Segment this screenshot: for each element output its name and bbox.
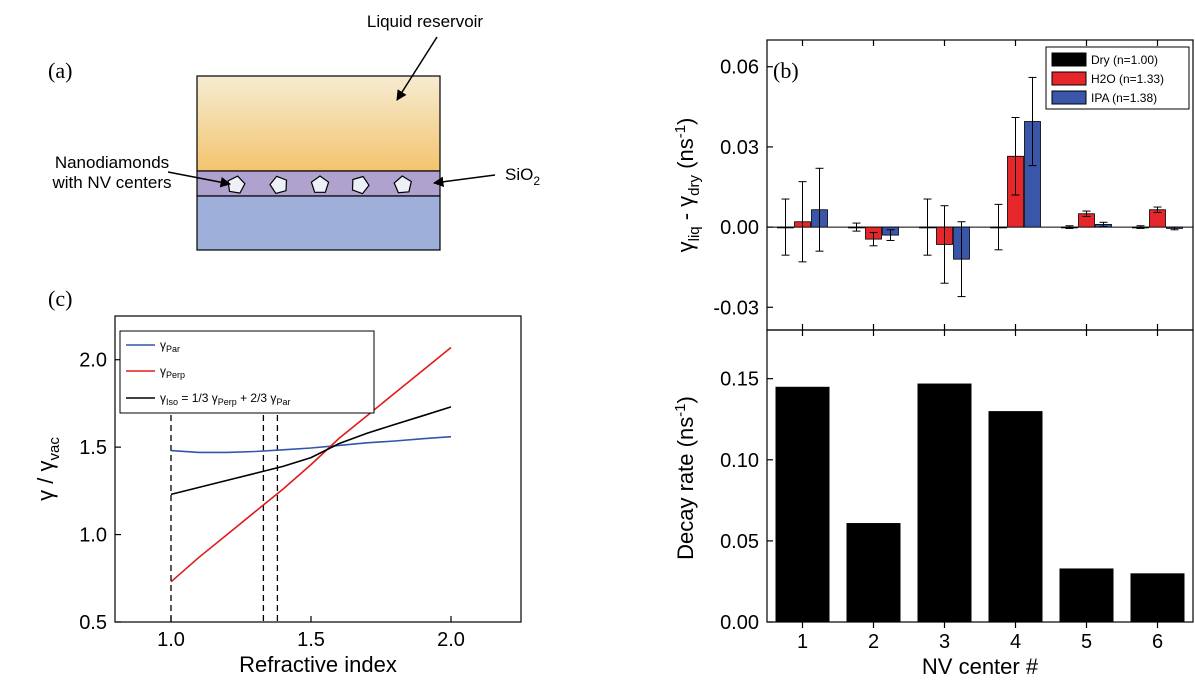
bar — [846, 523, 901, 622]
bar — [1130, 573, 1185, 622]
sio2-label: SiO2 — [505, 165, 540, 188]
nanodiamond-particle — [269, 175, 288, 195]
bars-b-top — [777, 76, 1183, 298]
bar — [1059, 568, 1114, 622]
y-axis-ticks-c: 0.5 1.0 1.5 2.0 — [79, 350, 121, 634]
plot-frame-b-bottom — [766, 329, 1194, 623]
y-axis-title-c: γ / γvac — [33, 437, 63, 501]
legend-label-perp: γPerp — [160, 364, 185, 380]
panel-c-chart: (c) 0.5 1.0 1.5 2.0 1.0 1.5 2.0 Refractive in… — [33, 286, 522, 677]
reservoir-arrow — [396, 36, 438, 101]
y-tick-label: -0.03 — [713, 297, 759, 319]
panel-b-label: (b) — [773, 58, 799, 83]
y-tick-label: 0.03 — [720, 137, 759, 159]
x-tick-label: 1.5 — [297, 629, 325, 651]
panel-b-chart: (b) -0.03 0.00 0.03 0.06 0.00 0.05 0.10 0.15 1… — [672, 39, 1194, 679]
series-lines-c — [170, 346, 452, 583]
y-tick-label: 2.0 — [79, 350, 107, 372]
nanodiamond-label-line2: with NV centers — [51, 173, 171, 192]
y-axis-title-b-top: γliq - γdry (ns-1) — [672, 118, 703, 253]
legend-box-c — [119, 330, 375, 414]
series-line — [170, 406, 452, 496]
x-tick-label: 6 — [1152, 631, 1163, 653]
x-tick-label: 2.0 — [437, 629, 465, 651]
nanodiamond-particle — [351, 175, 370, 195]
legend-label-par: γPar — [160, 338, 180, 354]
series-line — [170, 435, 452, 454]
legend-swatch-ipa — [1051, 90, 1087, 105]
x-tick-label: 5 — [1081, 631, 1092, 653]
x-axis-ticks-b-bottom: 1 2 3 4 5 6 — [797, 330, 1163, 653]
panel-a-label: (a) — [48, 58, 72, 83]
y-tick-label: 0.15 — [720, 369, 759, 391]
x-axis-ticks-b-top — [801, 40, 1159, 330]
x-tick-label: 2 — [868, 631, 879, 653]
legend-swatch-dry — [1051, 52, 1087, 67]
x-tick-label: 1.0 — [157, 629, 185, 651]
nanodiamond-particle — [393, 175, 412, 194]
panel-a-schematic: (a) Liquid reservoir Nanodiamonds with N… — [48, 12, 540, 251]
nanodiamond-arrow — [167, 171, 232, 188]
y-tick-label: 1.0 — [79, 525, 107, 547]
y-tick-label: 0.00 — [720, 217, 759, 239]
panel-c-label: (c) — [48, 286, 72, 311]
x-tick-label: 4 — [1010, 631, 1021, 653]
bars-b-bottom — [775, 383, 1185, 622]
bar — [917, 383, 972, 622]
sio2-arrow — [432, 174, 496, 187]
plot-frame-c — [114, 315, 522, 623]
bar — [775, 386, 830, 622]
x-tick-label: 3 — [939, 631, 950, 653]
y-axis-ticks-b-bottom: 0.00 0.05 0.10 0.15 — [720, 369, 773, 634]
y-tick-label: 0.5 — [79, 612, 107, 634]
y-tick-label: 0.05 — [720, 531, 759, 553]
x-tick-label: 1 — [797, 631, 808, 653]
legend-swatch-h2o — [1051, 71, 1087, 86]
substrate-layer — [196, 195, 441, 251]
y-tick-label: 0.00 — [720, 612, 759, 634]
legend-b: Dry (n=1.00) H2O (n=1.33) IPA (n=1.38) — [1045, 46, 1190, 110]
series-line — [170, 346, 452, 583]
y-axis-title-b-bottom: Decay rate (ns-1) — [672, 396, 698, 560]
nanodiamond-particle — [310, 175, 330, 193]
bar — [988, 411, 1043, 622]
legend-c: γPar γPerp γIso = 1/3 γPerp + 2/3 γPar — [119, 330, 375, 414]
x-axis-title-b: NV center # — [922, 654, 1039, 679]
y-tick-label: 0.06 — [720, 57, 759, 79]
y-axis-ticks-b-top: -0.03 0.00 0.03 0.06 — [713, 57, 773, 319]
y-tick-label: 0.10 — [720, 450, 759, 472]
nanodiamond-label-line1: Nanodiamonds — [55, 153, 169, 172]
x-axis-ticks-c: 1.0 1.5 2.0 — [157, 616, 465, 651]
legend-label-dry: Dry (n=1.00) — [1091, 53, 1158, 67]
liquid-reservoir-label: Liquid reservoir — [367, 12, 484, 31]
x-axis-title-c: Refractive index — [239, 652, 397, 677]
y-tick-label: 1.5 — [79, 437, 107, 459]
legend-label-iso: γIso = 1/3 γPerp + 2/3 γPar — [160, 391, 290, 407]
legend-label-ipa: IPA (n=1.38) — [1091, 91, 1157, 105]
legend-label-h2o: H2O (n=1.33) — [1091, 72, 1164, 86]
